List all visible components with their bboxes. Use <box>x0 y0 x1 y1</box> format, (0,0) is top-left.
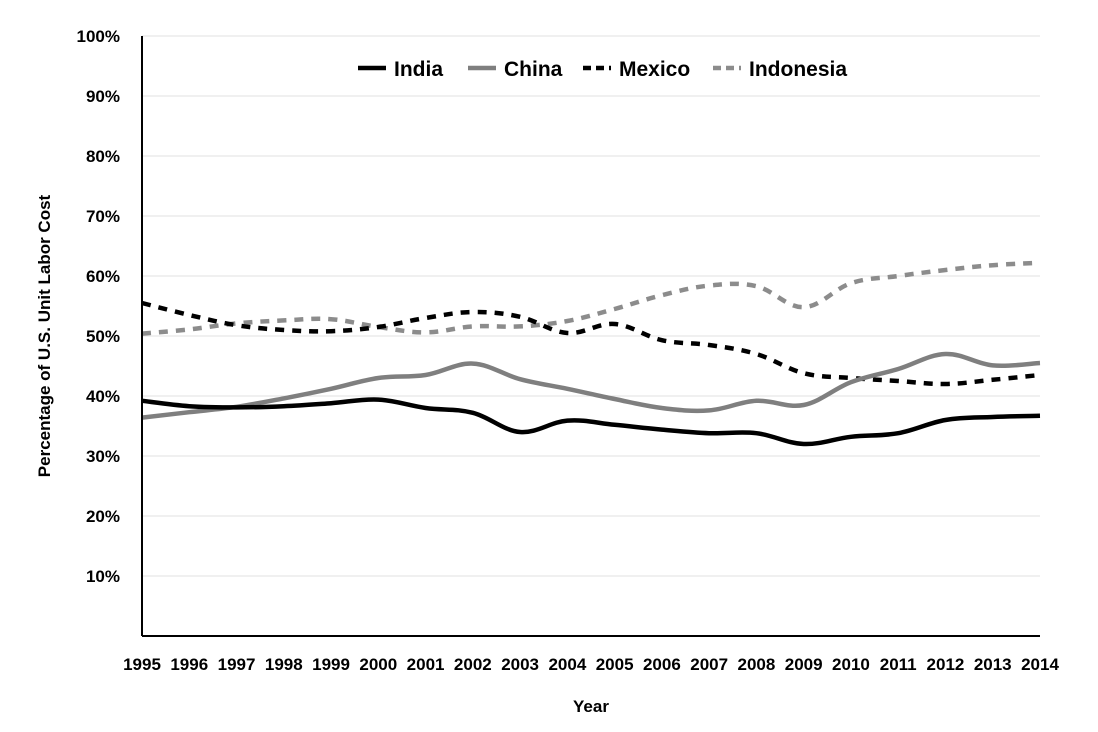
series-line-india <box>141 397 1041 447</box>
x-tick-label: 1996 <box>170 655 208 674</box>
x-tick-label: 2000 <box>359 655 397 674</box>
x-tick-label: 1999 <box>312 655 350 674</box>
x-tick-label: 2003 <box>501 655 539 674</box>
y-tick-label: 20% <box>86 507 120 526</box>
y-tick-label: 90% <box>86 87 120 106</box>
x-tick-label: 2007 <box>690 655 728 674</box>
legend-label: Mexico <box>619 58 690 81</box>
legend-label: Indonesia <box>749 58 847 81</box>
x-tick-label: 2006 <box>643 655 681 674</box>
x-tick-label: 2002 <box>454 655 492 674</box>
series-lines <box>141 260 1041 447</box>
x-tick-label: 2012 <box>927 655 965 674</box>
x-tick-label: 2010 <box>832 655 870 674</box>
axes <box>141 36 1040 637</box>
x-axis-title: Year <box>573 697 609 716</box>
legend: India China Mexico Indonesia <box>358 58 847 81</box>
y-tick-labels: 10% 20% 30% 40% 50% 60% 70% 80% 90% 100% <box>77 27 120 586</box>
y-tick-label: 80% <box>86 147 120 166</box>
x-tick-label: 2001 <box>407 655 445 674</box>
series-line-mexico <box>141 300 1041 387</box>
x-tick-label: 2013 <box>974 655 1012 674</box>
x-tick-label: 2005 <box>596 655 634 674</box>
x-tick-label: 2004 <box>548 655 586 674</box>
y-tick-label: 30% <box>86 447 120 466</box>
y-tick-label: 10% <box>86 567 120 586</box>
legend-item-mexico: Mexico <box>583 58 690 81</box>
y-axis-title: Percentage of U.S. Unit Labor Cost <box>35 194 54 477</box>
y-tick-label: 50% <box>86 327 120 346</box>
y-tick-label: 60% <box>86 267 120 286</box>
legend-label: India <box>394 58 443 81</box>
x-tick-label: 2014 <box>1021 655 1059 674</box>
gridlines <box>142 35 1040 577</box>
y-tick-label: 70% <box>86 207 120 226</box>
series-line-indonesia <box>141 260 1041 336</box>
x-tick-label: 2009 <box>785 655 823 674</box>
x-tick-label: 1997 <box>218 655 256 674</box>
legend-item-india: India <box>358 58 443 81</box>
x-tick-label: 1998 <box>265 655 303 674</box>
legend-item-indonesia: Indonesia <box>713 58 847 81</box>
x-tick-label: 2008 <box>738 655 776 674</box>
legend-label: China <box>504 58 563 81</box>
x-tick-label: 1995 <box>123 655 161 674</box>
series-line-china <box>141 351 1041 420</box>
x-tick-label: 2011 <box>880 655 917 674</box>
x-tick-labels: 1995 1996 1997 1998 1999 2000 2001 2002 2003 2004… <box>123 655 1059 674</box>
y-tick-label: 100% <box>77 27 120 46</box>
legend-item-china: China <box>468 58 563 81</box>
y-tick-label: 40% <box>86 387 120 406</box>
